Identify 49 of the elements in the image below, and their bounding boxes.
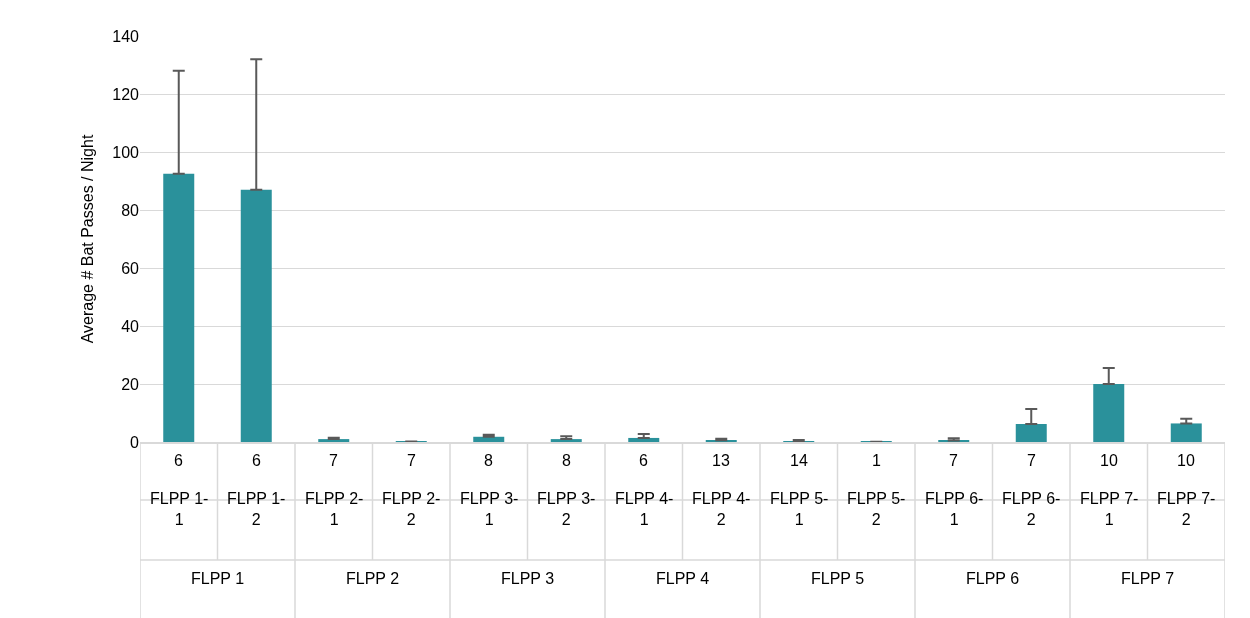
y-tick-label: 60 [121, 259, 140, 277]
x-tick-label: FLPP 6-1 [925, 490, 984, 528]
y-axis-title: Average # Bat Passes / Night [79, 134, 97, 344]
text: FLPP 5 [811, 570, 865, 587]
text: FLPP 7 [1121, 570, 1175, 587]
text: FLPP 2 [346, 570, 400, 587]
y-tick-label: 100 [112, 143, 140, 161]
x-tick-label: FLPP 1-2 [227, 490, 286, 528]
x-tick-label: FLPP 2-2 [382, 490, 441, 528]
x-tick-label: FLPP 4-2 [692, 490, 751, 528]
x-tick-label: FLPP 1-1 [150, 490, 209, 528]
y-tick-label: 120 [112, 85, 140, 103]
x-tick-label: FLPP 7-1 [1080, 490, 1139, 528]
x-tick-label: FLPP 4-1 [615, 490, 674, 528]
text: 7 [1027, 452, 1036, 469]
text: 10 [1100, 452, 1118, 469]
text: FLPP 3 [501, 570, 555, 587]
text: 6 [639, 452, 648, 469]
x-tick-label: FLPP 5-1 [770, 490, 829, 528]
text: 7 [949, 452, 958, 469]
y-tick-label: 40 [121, 317, 140, 335]
text: 6 [252, 452, 261, 469]
bar [1170, 423, 1202, 442]
text: 14 [790, 452, 808, 469]
text: 7 [407, 452, 416, 469]
x-tick-label: FLPP 7-2 [1157, 490, 1216, 528]
text: FLPP 6 [966, 570, 1020, 587]
y-tick-label: 0 [130, 433, 140, 451]
bar [1015, 424, 1047, 442]
x-tick-label: FLPP 6-2 [1002, 490, 1061, 528]
y-tick-label: 20 [121, 375, 140, 393]
text: FLPP 4 [656, 570, 710, 587]
text: 8 [484, 452, 493, 469]
y-tick-label: 140 [112, 27, 140, 45]
text: 10 [1177, 452, 1195, 469]
text: 8 [562, 452, 571, 469]
bar [1093, 384, 1125, 442]
x-tick-label: FLPP 3-2 [537, 490, 596, 528]
text: 7 [329, 452, 338, 469]
x-tick-label: FLPP 5-2 [847, 490, 906, 528]
x-tick-label: FLPP 3-1 [460, 490, 519, 528]
x-tick-label: FLPP 2-1 [305, 490, 364, 528]
text: 1 [872, 452, 881, 469]
y-tick-label: 80 [121, 201, 140, 219]
bar [163, 173, 195, 442]
bar [240, 189, 272, 442]
text: 6 [174, 452, 183, 469]
text: FLPP 1 [191, 570, 245, 587]
text: 13 [712, 452, 730, 469]
